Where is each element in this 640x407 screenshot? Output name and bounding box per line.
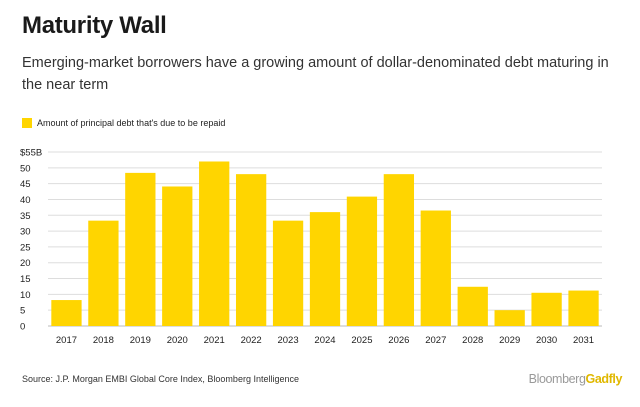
chart-title: Maturity Wall bbox=[22, 12, 167, 39]
y-tick-label: 50 bbox=[20, 163, 31, 174]
x-tick-label: 2024 bbox=[314, 335, 335, 346]
y-tick-label: 0 bbox=[20, 322, 25, 333]
brand-logo-part2: Gadfly bbox=[585, 372, 623, 386]
bar bbox=[51, 300, 82, 326]
legend-swatch bbox=[22, 118, 32, 128]
y-tick-label: 15 bbox=[20, 274, 31, 285]
x-tick-label: 2029 bbox=[499, 335, 520, 346]
bar bbox=[531, 292, 562, 326]
bar bbox=[383, 174, 415, 326]
x-tick-label: 2028 bbox=[462, 335, 483, 346]
y-tick-label: 40 bbox=[20, 195, 31, 206]
brand-logo: BloombergGadfly bbox=[528, 372, 623, 386]
x-tick-label: 2026 bbox=[388, 335, 409, 346]
bar bbox=[162, 186, 193, 326]
y-tick-label: 10 bbox=[20, 290, 31, 301]
legend-label: Amount of principal debt that's due to b… bbox=[37, 118, 226, 128]
bar bbox=[125, 172, 156, 326]
bar bbox=[309, 212, 341, 326]
x-tick-label: 2017 bbox=[56, 335, 77, 346]
bar bbox=[494, 310, 525, 326]
y-tick-label: 45 bbox=[20, 179, 31, 190]
bar bbox=[235, 174, 267, 326]
y-tick-label: 30 bbox=[20, 227, 31, 238]
y-tick-label: $55B bbox=[20, 148, 42, 159]
brand-logo-part1: Bloomberg bbox=[528, 372, 586, 386]
bar bbox=[346, 196, 378, 326]
bar bbox=[272, 220, 304, 326]
bar bbox=[420, 210, 451, 326]
y-tick-label: 25 bbox=[20, 242, 31, 253]
x-tick-label: 2031 bbox=[573, 335, 594, 346]
bar bbox=[568, 290, 599, 326]
x-tick-label: 2019 bbox=[130, 335, 151, 346]
y-tick-label: 20 bbox=[20, 258, 31, 269]
x-tick-label: 2027 bbox=[425, 335, 446, 346]
x-tick-label: 2030 bbox=[536, 335, 557, 346]
x-tick-label: 2021 bbox=[204, 335, 225, 346]
bar bbox=[88, 220, 119, 326]
bar bbox=[199, 161, 230, 326]
x-tick-label: 2022 bbox=[241, 335, 262, 346]
x-tick-label: 2025 bbox=[351, 335, 372, 346]
y-tick-label: 5 bbox=[20, 306, 25, 317]
chart-subtitle: Emerging-market borrowers have a growing… bbox=[22, 55, 609, 93]
x-tick-label: 2018 bbox=[93, 335, 114, 346]
bar bbox=[457, 286, 488, 326]
source-note: Source: J.P. Morgan EMBI Global Core Ind… bbox=[22, 374, 299, 384]
x-tick-label: 2020 bbox=[167, 335, 188, 346]
legend: Amount of principal debt that's due to b… bbox=[22, 118, 225, 128]
x-tick-label: 2023 bbox=[277, 335, 298, 346]
y-tick-label: 35 bbox=[20, 211, 31, 222]
